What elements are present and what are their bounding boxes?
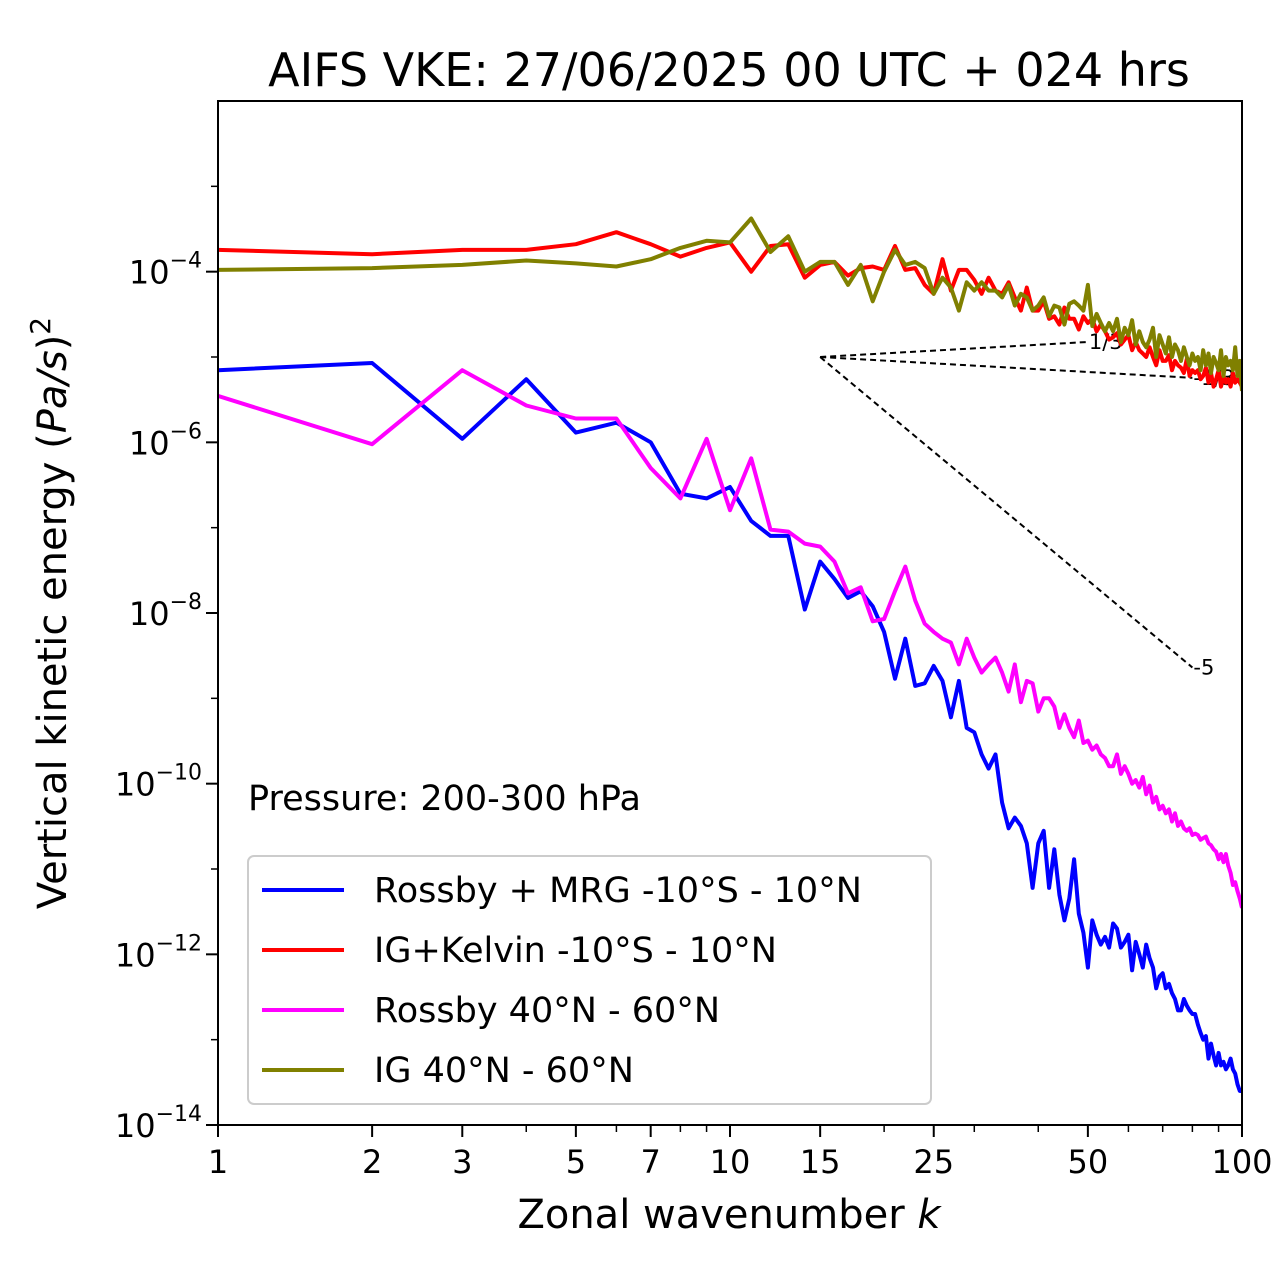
x-tick-label: 50 bbox=[1068, 1143, 1109, 1181]
y-tick-label: 10−10 bbox=[115, 761, 202, 804]
legend: Rossby + MRG -10°S - 10°N IG+Kelvin -10°S… bbox=[247, 855, 932, 1105]
y-tick-label: 10−4 bbox=[129, 249, 202, 292]
legend-frame bbox=[247, 855, 932, 1105]
legend-label: IG+Kelvin -10°S - 10°N bbox=[374, 931, 777, 971]
x-tick-label: 3 bbox=[452, 1143, 472, 1181]
y-tick-label: 10−14 bbox=[115, 1102, 202, 1145]
x-tick-label: 7 bbox=[641, 1143, 661, 1181]
series-line bbox=[218, 216, 1242, 392]
x-axis-label: Zonal wavenumber k bbox=[517, 1192, 942, 1238]
x-tick-label: 15 bbox=[800, 1143, 841, 1181]
legend-label: Rossby + MRG -10°S - 10°N bbox=[374, 871, 862, 911]
reference-line bbox=[820, 340, 1088, 358]
y-axis: 10−4 10−6 10−8 10−10 10−12 10−14 bbox=[115, 185, 218, 1145]
x-tick-label: 2 bbox=[362, 1143, 382, 1181]
y-tick-label: 10−12 bbox=[115, 931, 202, 974]
reference-line-label: -5 bbox=[1193, 655, 1214, 679]
x-axis: 1 2 3 5 7 10 15 25 50 100 bbox=[208, 1125, 1273, 1181]
x-tick-label: 100 bbox=[1211, 1143, 1272, 1181]
series-line bbox=[218, 368, 1242, 909]
x-tick-label: 10 bbox=[710, 1143, 751, 1181]
reference-line bbox=[820, 356, 1193, 379]
chart-title: AIFS VKE: 27/06/2025 00 UTC + 024 hrs bbox=[268, 43, 1190, 97]
pressure-annotation: Pressure: 200-300 hPa bbox=[248, 779, 641, 819]
x-tick-label: 25 bbox=[913, 1143, 954, 1181]
legend-label: Rossby 40°N - 60°N bbox=[374, 991, 720, 1031]
series-line bbox=[218, 361, 1242, 1093]
y-tick-label: 10−8 bbox=[129, 590, 202, 633]
y-axis-label: Vertical kinetic energy (Pa/s)2 bbox=[24, 317, 76, 909]
reference-slopes bbox=[819, 340, 1194, 669]
x-tick-label: 1 bbox=[208, 1143, 228, 1181]
reference-line bbox=[819, 356, 1194, 669]
series-lines bbox=[218, 216, 1242, 1093]
x-tick-label: 5 bbox=[566, 1143, 586, 1181]
legend-label: IG 40°N - 60°N bbox=[374, 1051, 634, 1091]
y-tick-label: 10−6 bbox=[129, 419, 202, 462]
